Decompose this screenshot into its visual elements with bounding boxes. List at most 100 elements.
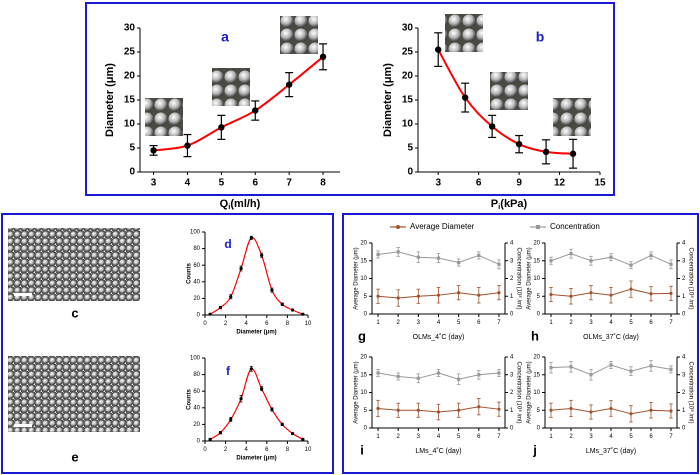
- data-point: [436, 371, 441, 375]
- data-point: [497, 407, 501, 411]
- data-point: [669, 291, 673, 296]
- data-point: [589, 410, 593, 414]
- y2-tick-label: 2: [510, 390, 514, 396]
- x-axis-label: Qi(ml/h): [220, 198, 261, 211]
- y2-axis-label: Concentration (10⁸ /ml): [687, 248, 694, 310]
- x-tick-label: 6: [265, 321, 269, 327]
- data-point: [301, 312, 305, 316]
- data-point: [270, 288, 274, 292]
- data-point: [396, 408, 400, 412]
- data-point: [569, 294, 573, 298]
- x-tick-label: 5: [629, 434, 633, 440]
- data-point: [270, 407, 274, 412]
- fit-curve: [209, 368, 304, 440]
- micrograph: [490, 72, 528, 110]
- y-tick-label: 20: [360, 241, 367, 247]
- legend-marker: [536, 225, 540, 229]
- y2-tick-label: 3: [510, 258, 514, 264]
- y-axis-label: Average Diameter (μm): [354, 361, 360, 423]
- y-tick-label: 15: [124, 95, 136, 106]
- y-tick-label: 25: [124, 47, 136, 58]
- y2-tick-label: 3: [682, 258, 686, 264]
- data-point: [549, 292, 553, 297]
- data-point: [477, 253, 481, 258]
- x-axis-label: OLMs_4˚C (day): [413, 333, 465, 341]
- data-point: [239, 266, 243, 271]
- y-tick-label: 0: [197, 439, 201, 445]
- data-point: [609, 363, 613, 367]
- x-axis-label: Pi(kPa): [491, 198, 528, 211]
- y2-tick-label: 2: [510, 276, 514, 282]
- x-tick-label: 2: [569, 434, 573, 440]
- data-point: [549, 259, 553, 263]
- y-axis-label: Counts: [187, 263, 193, 284]
- y-tick-label: 20: [193, 296, 200, 302]
- data-point: [249, 236, 253, 240]
- x-axis-label: Diameter (μm): [236, 456, 276, 462]
- x-tick-label: 5: [629, 320, 633, 326]
- y-tick-label: 60: [193, 389, 200, 395]
- y-tick-label: 10: [360, 390, 367, 396]
- data-point: [477, 293, 481, 297]
- data-point: [589, 373, 593, 377]
- data-point: [609, 406, 613, 411]
- panel-frame: [85, 2, 615, 196]
- y-tick-label: 10: [402, 119, 414, 130]
- data-point: [416, 376, 420, 380]
- y-axis-label: Average Diameter (μm): [527, 247, 533, 309]
- scale-bar: [14, 293, 32, 296]
- data-point: [629, 369, 633, 373]
- x-tick-label: 5: [219, 178, 225, 189]
- micrograph: [8, 356, 140, 432]
- data-point: [376, 371, 380, 375]
- y-tick-label: 0: [407, 167, 413, 178]
- x-tick-label: 2: [569, 320, 573, 326]
- panel-label: a: [221, 29, 229, 45]
- x-axis-label-part: i: [498, 202, 500, 211]
- data-point: [457, 377, 461, 381]
- data-point: [497, 262, 501, 266]
- data-point: [569, 150, 577, 157]
- x-tick-label: 3: [589, 434, 593, 440]
- y-tick-label: 80: [193, 246, 200, 252]
- x-tick-label: 8: [320, 178, 326, 189]
- x-tick-label: 5: [457, 434, 461, 440]
- x-tick-label: 2: [397, 434, 401, 440]
- y-tick-label: 5: [537, 408, 541, 414]
- y2-axis-label: Concentration (10⁸ /ml): [687, 362, 694, 424]
- x-tick-label: 6: [477, 434, 481, 440]
- y-tick-label: 20: [533, 241, 540, 247]
- y2-tick-label: 1: [682, 294, 686, 300]
- data-point: [416, 294, 420, 298]
- data-point: [249, 367, 253, 371]
- x-tick-label: 6: [476, 178, 482, 189]
- data-point: [649, 292, 653, 296]
- data-point: [285, 81, 293, 88]
- data-point: [477, 373, 481, 377]
- data-point: [477, 405, 481, 409]
- y-tick-label: 40: [193, 405, 200, 411]
- x-tick-label: 4: [609, 434, 613, 440]
- panel-label: h: [531, 328, 539, 343]
- y2-tick-label: 1: [510, 294, 514, 300]
- x-tick-label: 10: [305, 321, 312, 327]
- y-tick-label: 100: [190, 230, 201, 236]
- y-tick-label: 10: [533, 390, 540, 396]
- x-tick-label: 12: [554, 178, 566, 189]
- data-point: [569, 365, 573, 369]
- x-tick-label: 0: [203, 447, 207, 453]
- panel-label: i: [360, 442, 364, 457]
- x-tick-label: 3: [151, 178, 157, 189]
- x-tick-label: 4: [437, 434, 441, 440]
- data-point: [649, 253, 653, 258]
- micrograph: [553, 98, 591, 136]
- data-point: [589, 291, 593, 295]
- data-point: [218, 124, 225, 131]
- data-point: [669, 367, 673, 372]
- data-point: [669, 262, 673, 266]
- legend-marker: [396, 225, 400, 229]
- y2-tick-label: 0: [682, 426, 686, 432]
- data-point: [218, 431, 223, 435]
- x-tick-label: 7: [286, 178, 292, 189]
